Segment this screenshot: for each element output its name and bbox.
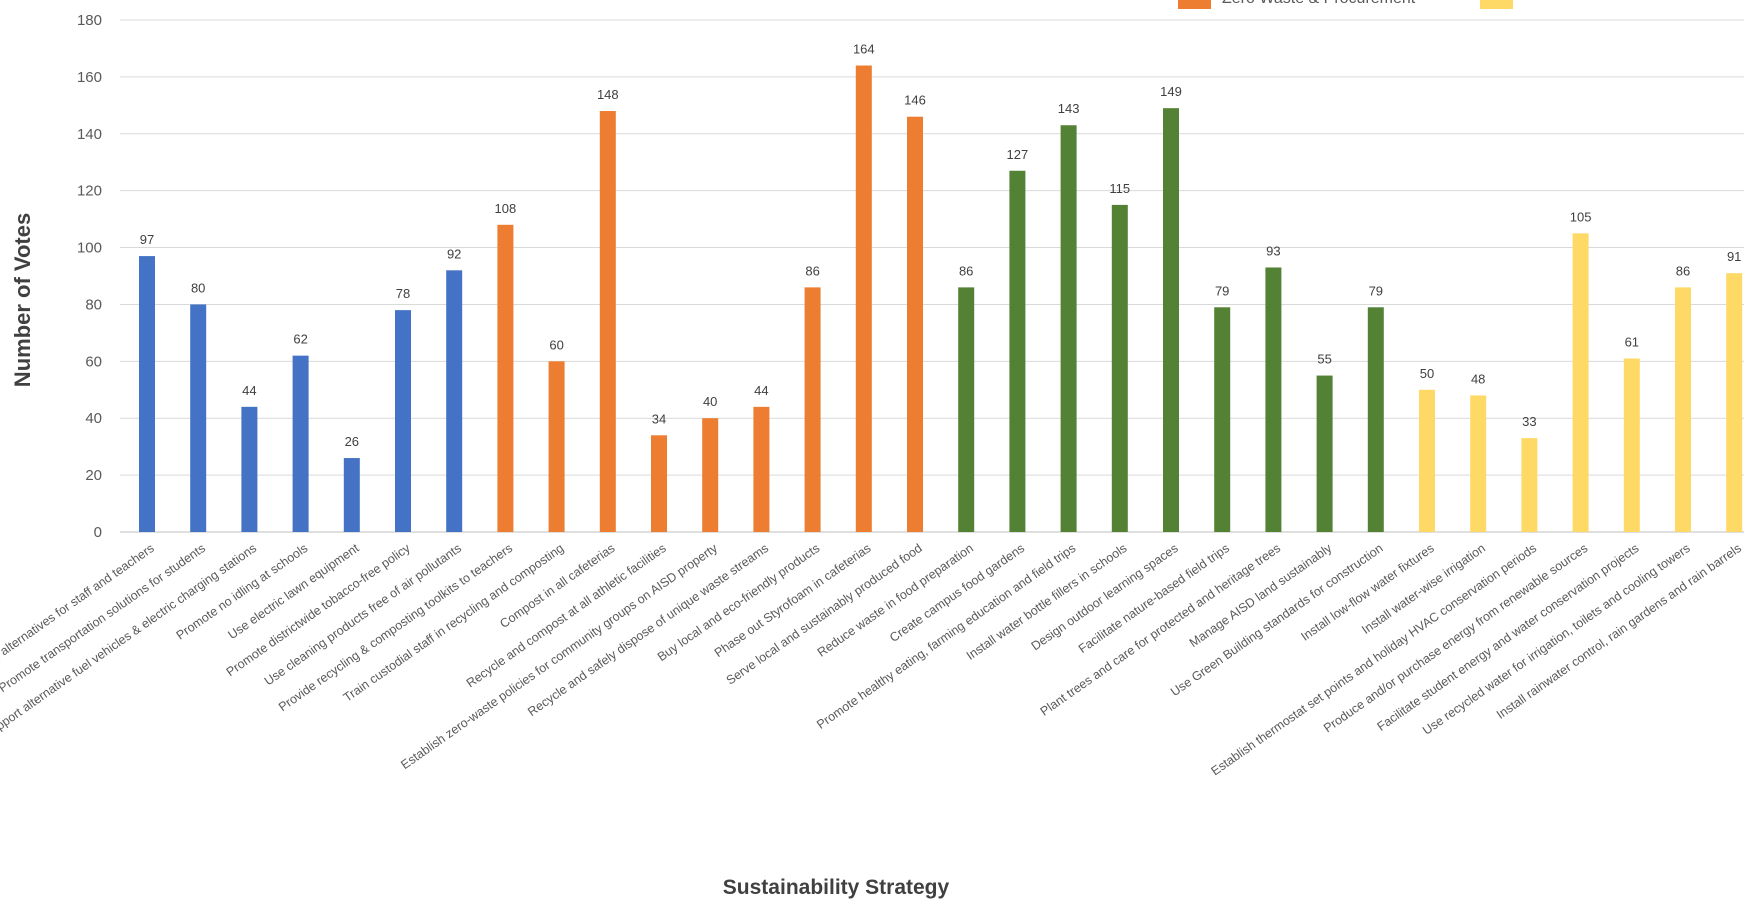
data-label: 33 bbox=[1522, 414, 1536, 429]
bar bbox=[241, 406, 258, 532]
bar bbox=[446, 270, 463, 532]
bar bbox=[1367, 307, 1384, 532]
data-label: 60 bbox=[549, 337, 563, 352]
data-label: 44 bbox=[754, 383, 768, 398]
bar bbox=[1726, 273, 1743, 532]
y-tick-label: 0 bbox=[94, 524, 102, 541]
bar bbox=[907, 116, 923, 532]
bar bbox=[1265, 267, 1282, 532]
data-label: 78 bbox=[396, 286, 410, 301]
data-label: 115 bbox=[1109, 181, 1130, 196]
data-label: 105 bbox=[1570, 209, 1592, 224]
bar bbox=[1060, 125, 1077, 532]
y-tick-label: 160 bbox=[77, 69, 102, 86]
data-label: 34 bbox=[652, 411, 666, 426]
data-label: 148 bbox=[597, 87, 619, 102]
bar bbox=[599, 111, 616, 533]
bar bbox=[1009, 170, 1026, 532]
gridlines bbox=[120, 19, 1744, 533]
y-tick-label: 100 bbox=[77, 240, 102, 257]
bar bbox=[1419, 389, 1435, 532]
y-tick-label: 180 bbox=[77, 12, 102, 29]
legend-label: Zero Waste & Procurement bbox=[1222, 0, 1416, 7]
data-label: 143 bbox=[1058, 101, 1080, 116]
data-label: 108 bbox=[495, 201, 517, 216]
bar bbox=[1316, 375, 1333, 532]
x-tick-label: Plant trees and care for protected and h… bbox=[1038, 541, 1283, 719]
data-label: 55 bbox=[1317, 352, 1331, 367]
bar bbox=[651, 435, 667, 532]
bar bbox=[548, 361, 565, 532]
bar bbox=[139, 256, 155, 532]
data-label: 93 bbox=[1266, 243, 1280, 258]
x-axis-title: Sustainability Strategy bbox=[723, 876, 950, 899]
data-label: 127 bbox=[1007, 147, 1029, 162]
data-label: 80 bbox=[191, 280, 205, 295]
y-tick-label: 140 bbox=[77, 126, 102, 143]
y-tick-label: 80 bbox=[85, 296, 102, 313]
legend-swatch bbox=[1480, 0, 1513, 9]
y-axis-ticks: 0 20 40 60 80 100 120 140 160 180 bbox=[77, 12, 102, 541]
data-label: 91 bbox=[1727, 249, 1741, 264]
data-label: 79 bbox=[1215, 283, 1229, 298]
bar bbox=[855, 65, 872, 532]
x-tick-label: Establish thermostat set points and holi… bbox=[1209, 541, 1540, 778]
data-label: 92 bbox=[447, 246, 461, 261]
bar bbox=[702, 418, 719, 532]
bar bbox=[395, 310, 411, 532]
data-label: 79 bbox=[1369, 283, 1383, 298]
data-label: 26 bbox=[345, 434, 359, 449]
bars bbox=[139, 65, 1743, 533]
y-axis-title: Number of Votes bbox=[10, 213, 35, 387]
y-tick-label: 20 bbox=[85, 467, 102, 484]
data-label: 40 bbox=[703, 394, 717, 409]
legend-swatch bbox=[1178, 0, 1211, 9]
x-tick-label: Promote transportation solutions for stu… bbox=[0, 541, 208, 695]
x-tick-label: Recycle and safely dispose of unique was… bbox=[525, 541, 771, 719]
bar bbox=[1623, 358, 1640, 532]
bar bbox=[1675, 287, 1691, 532]
data-label: 97 bbox=[140, 232, 154, 247]
bar bbox=[1214, 307, 1231, 532]
data-label: 149 bbox=[1160, 84, 1182, 99]
bar bbox=[343, 458, 360, 532]
data-label: 86 bbox=[1676, 263, 1690, 278]
data-label: 164 bbox=[853, 42, 875, 57]
x-tick-label: Promote districtwide tobacco-free policy bbox=[224, 541, 414, 680]
x-axis-ticks: Promote transportation alternatives for … bbox=[0, 541, 1744, 779]
y-tick-label: 40 bbox=[85, 410, 102, 427]
data-labels: 97 80 44 62 26 78 92 108 60 148 34 40 44 86 164 146 86 12… bbox=[140, 42, 1742, 450]
bar bbox=[1572, 233, 1589, 533]
bar bbox=[1111, 204, 1128, 532]
data-label: 146 bbox=[904, 93, 926, 108]
bar bbox=[753, 406, 770, 532]
bar bbox=[804, 287, 821, 532]
bar bbox=[190, 304, 207, 532]
bar bbox=[1521, 438, 1538, 532]
y-tick-label: 60 bbox=[85, 353, 102, 370]
bar bbox=[497, 224, 514, 533]
x-tick-label: Provide recycling & composting toolkits … bbox=[276, 541, 515, 714]
bar bbox=[1163, 108, 1179, 532]
legend: Zero Waste & Procurement bbox=[1178, 0, 1513, 9]
data-label: 86 bbox=[959, 263, 973, 278]
y-tick-label: 120 bbox=[77, 183, 102, 200]
data-label: 86 bbox=[805, 263, 819, 278]
data-label: 44 bbox=[242, 383, 256, 398]
data-label: 61 bbox=[1625, 334, 1639, 349]
bar bbox=[958, 287, 975, 532]
bar bbox=[292, 355, 309, 532]
bar bbox=[1470, 395, 1487, 532]
data-label: 50 bbox=[1420, 366, 1434, 381]
data-label: 48 bbox=[1471, 371, 1485, 386]
data-label: 62 bbox=[293, 332, 307, 347]
